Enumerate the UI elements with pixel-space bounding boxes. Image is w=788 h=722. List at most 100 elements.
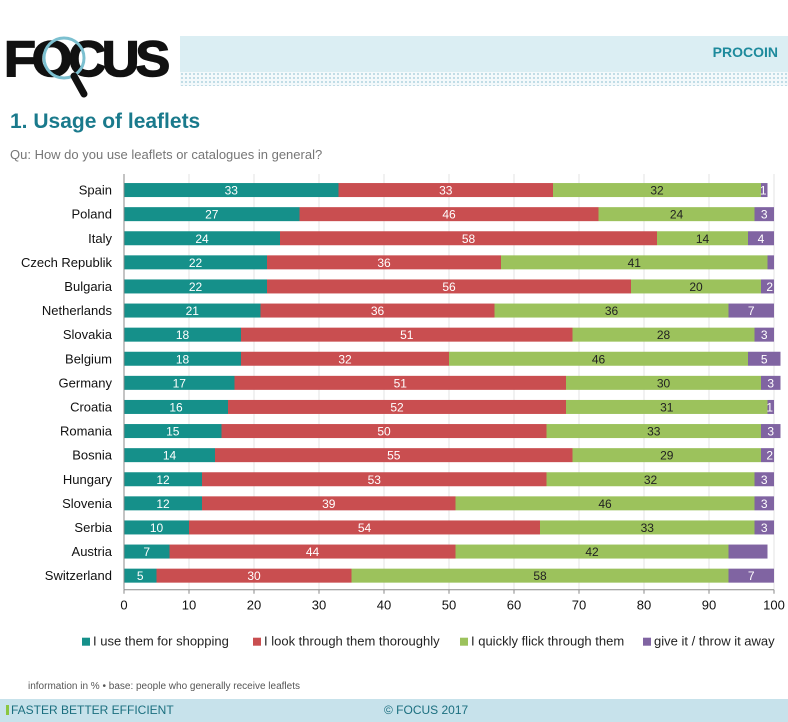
bar-value-label: 58 xyxy=(533,569,547,583)
bar-segment xyxy=(267,255,501,270)
bar-value-label: 46 xyxy=(598,497,612,511)
bar-value-label: 17 xyxy=(173,376,187,390)
bar-segment xyxy=(761,183,768,198)
bar-segment xyxy=(657,231,748,246)
x-tick-label: 80 xyxy=(637,598,651,613)
bar-value-label: 53 xyxy=(368,473,382,487)
bar-segment xyxy=(449,351,748,366)
bar-segment xyxy=(280,231,657,246)
bar-segment xyxy=(748,351,781,366)
x-tick-label: 70 xyxy=(572,598,586,613)
bar-segment xyxy=(124,183,339,198)
bar-value-label: 18 xyxy=(176,328,190,342)
bar-segment xyxy=(221,424,547,439)
bar-segment xyxy=(754,472,774,487)
category-label: Austria xyxy=(72,544,113,559)
x-axis: 0 10 20 30 40 50 60 70 80 90 100 xyxy=(120,174,785,613)
bar-segment xyxy=(566,375,761,390)
category-label: Poland xyxy=(72,207,112,222)
bar-segment xyxy=(202,472,547,487)
category-label: Slovenia xyxy=(62,496,113,511)
category-label: Netherlands xyxy=(42,303,113,318)
legend-swatch xyxy=(82,637,90,646)
bar-value-label: 41 xyxy=(628,256,642,270)
bar-value-label: 3 xyxy=(767,425,774,439)
footer-slogan: FASTER BETTER EFFICIENT xyxy=(6,703,174,717)
bar-value-label: 3 xyxy=(761,497,768,511)
bar-value-label: 18 xyxy=(176,352,190,366)
legend-label: I use them for shopping xyxy=(93,634,229,649)
bar-segment xyxy=(124,231,280,246)
bar-value-label: 3 xyxy=(761,208,768,222)
bar-segment xyxy=(728,544,768,559)
bar-value-label: 10 xyxy=(150,521,164,535)
bar-segment xyxy=(540,520,755,535)
bar-segment xyxy=(169,544,456,559)
bar-value-label: 36 xyxy=(371,304,385,318)
legend-swatch xyxy=(253,637,261,646)
bar-segment xyxy=(124,207,300,222)
bar-segment xyxy=(761,375,781,390)
brand-label: PROCOIN xyxy=(712,44,778,60)
bar-segment xyxy=(215,448,573,463)
logo-magnifier-icon xyxy=(42,36,86,80)
bar-segment xyxy=(260,303,495,318)
bar-value-label: 33 xyxy=(225,184,239,198)
bar-value-label: 55 xyxy=(387,449,401,463)
x-tick-label: 40 xyxy=(377,598,391,613)
category-label: Bosnia xyxy=(72,448,113,463)
bar-segment xyxy=(754,207,774,222)
bar-segment xyxy=(124,351,241,366)
bar-segment xyxy=(124,303,261,318)
header-band xyxy=(180,36,788,72)
bar-value-label: 14 xyxy=(163,449,177,463)
bar-segment xyxy=(124,568,157,583)
bar-value-label: 51 xyxy=(394,376,408,390)
x-tick-label: 20 xyxy=(247,598,261,613)
footer-copyright: © FOCUS 2017 xyxy=(384,703,469,717)
bar-segment xyxy=(455,544,729,559)
bar-segment xyxy=(501,255,768,270)
bar-segment xyxy=(553,183,761,198)
bar-value-label: 30 xyxy=(657,376,671,390)
bar-segment xyxy=(598,207,755,222)
category-label: Germany xyxy=(59,375,113,390)
bar-value-label: 52 xyxy=(390,400,404,414)
bar-segment xyxy=(124,544,170,559)
bar-segment xyxy=(566,399,768,414)
category-label: Croatia xyxy=(70,399,113,414)
bar-value-label: 33 xyxy=(647,425,661,439)
bar-value-label: 33 xyxy=(641,521,655,535)
bar-value-label: 39 xyxy=(322,497,336,511)
question-text: Qu: How do you use leaflets or catalogue… xyxy=(10,147,323,162)
bar-value-label: 46 xyxy=(442,208,456,222)
bar-value-label: 3 xyxy=(761,473,768,487)
bar-value-label: 27 xyxy=(205,208,219,222)
bar-segment xyxy=(124,520,189,535)
x-tick-label: 0 xyxy=(120,598,127,613)
bar-segment xyxy=(767,399,774,414)
bar-value-label: 5 xyxy=(137,569,144,583)
bar-value-label: 22 xyxy=(189,256,203,270)
logo-text: FOCUS xyxy=(4,31,169,87)
bar-value-label: 3 xyxy=(767,376,774,390)
bar-value-label: 36 xyxy=(605,304,619,318)
bar-segment xyxy=(124,496,202,511)
bar-value-label: 12 xyxy=(156,473,170,487)
category-label: Romania xyxy=(60,424,113,439)
x-tick-label: 60 xyxy=(507,598,521,613)
bar-value-label: 7 xyxy=(748,569,755,583)
page-title: 1. Usage of leaflets xyxy=(10,110,201,133)
bar-value-label: 30 xyxy=(247,569,261,583)
header: FOCUS PROCOIN xyxy=(0,0,788,100)
category-label: Czech Republik xyxy=(21,255,113,270)
legend-swatch xyxy=(643,637,651,646)
bar-segment xyxy=(267,279,631,294)
bar-value-label: 44 xyxy=(306,545,320,559)
bar-value-label: 33 xyxy=(439,184,453,198)
bar-segment xyxy=(761,448,774,463)
category-label: Switzerland xyxy=(45,568,112,583)
bar-value-label: 3 xyxy=(761,328,768,342)
legend: I use them for shopping I look through th… xyxy=(82,634,775,649)
